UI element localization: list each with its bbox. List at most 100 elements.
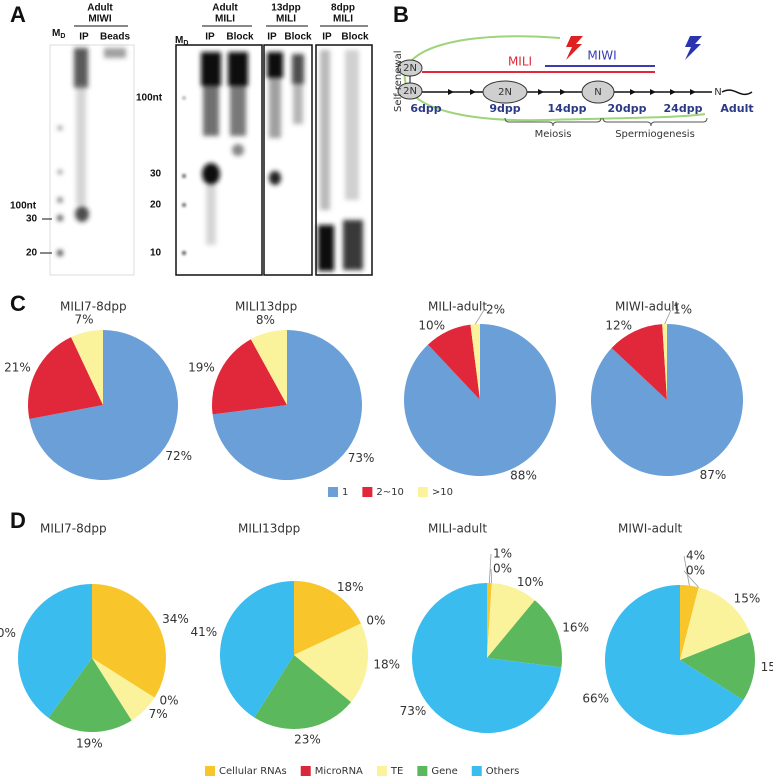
slice-label: 18%: [337, 580, 364, 594]
pie-slice: [294, 581, 361, 655]
slice-label: 10%: [517, 575, 544, 589]
gel-title: Adult: [212, 3, 238, 14]
pie-slice: [18, 584, 92, 718]
leader-line: [490, 568, 493, 584]
pie-slice: [250, 330, 287, 405]
cell-label: 2N: [403, 86, 417, 97]
self-renewal-label: Self-renewal: [393, 51, 404, 112]
pie-slice: [487, 600, 563, 668]
slice-label: 1%: [673, 303, 692, 317]
gel-title: 8dpp: [331, 3, 355, 14]
stage-label: 9dpp: [489, 102, 520, 115]
lane-label: IP: [205, 32, 215, 43]
slice-label: 88%: [510, 469, 537, 483]
pie-slice: [680, 587, 750, 660]
protein-label: MIWI: [587, 49, 616, 63]
marker-main: M: [52, 28, 60, 39]
panel-label: D: [10, 508, 26, 533]
leader-line: [474, 309, 485, 325]
panel-label: C: [10, 291, 26, 316]
legend-label: TE: [390, 766, 403, 777]
pie-slice: [212, 339, 287, 415]
chart-title: MILI7-8dpp: [60, 300, 127, 314]
lane-label: IP: [267, 32, 277, 43]
legend-label: Cellular RNAs: [219, 766, 287, 777]
chart-title: MILI7-8dpp: [40, 522, 107, 536]
legend-label: Gene: [431, 766, 457, 777]
slice-label: 73%: [348, 451, 375, 465]
legend-swatch: [300, 766, 311, 776]
pie-slice: [470, 324, 480, 400]
cell-label: N: [594, 87, 601, 98]
pie-slice: [254, 655, 352, 730]
slice-label: 0%: [493, 562, 512, 576]
size-label: 30: [150, 169, 162, 180]
lane-label: IP: [79, 32, 89, 43]
slice-label: 21%: [4, 361, 31, 375]
protein-label: MILI: [508, 55, 532, 69]
stage-label: 6dpp: [410, 102, 441, 115]
legend-swatch: [328, 487, 338, 497]
phase-label: Spermiogenesis: [615, 129, 695, 140]
stage-label: 14dpp: [548, 102, 587, 115]
slice-label: 73%: [400, 704, 427, 718]
legend-label: Others: [486, 766, 520, 777]
gel-title: MIWI: [88, 14, 112, 25]
pie-slice: [92, 584, 167, 698]
pie-slice: [605, 585, 744, 735]
legend-swatch: [417, 766, 428, 776]
pie-slice: [27, 337, 103, 420]
marker-sub: D: [60, 33, 65, 40]
gel-title: MILI: [215, 14, 235, 25]
gel-1: [49, 44, 135, 276]
slice-label: 72%: [165, 449, 192, 463]
slice-label: 0%: [686, 564, 705, 578]
lane-label: Beads: [100, 32, 130, 43]
slice-label: 16%: [562, 621, 589, 635]
gel-2: [175, 44, 373, 276]
pie-slice: [48, 658, 132, 732]
slice-label: 12%: [605, 318, 632, 332]
chart-title: MILI-adult: [428, 522, 487, 536]
stage-label: 20dpp: [608, 102, 647, 115]
size-label: 20: [150, 200, 162, 211]
pie-slice: [427, 324, 480, 400]
legend-swatch: [376, 766, 387, 776]
chart-title: MIWI-adult: [615, 300, 680, 314]
legend-label: >10: [432, 487, 453, 498]
slice-label: 19%: [188, 361, 215, 375]
pie-slice: [680, 632, 755, 701]
legend-swatch: [205, 766, 215, 776]
slice-label: 18%: [373, 658, 400, 672]
slice-label: 7%: [74, 313, 93, 327]
legend-swatch: [362, 487, 373, 497]
slice-label: 15%: [734, 592, 761, 606]
chart-title: MILI13dpp: [238, 522, 300, 536]
slice-label: 15%: [761, 660, 773, 674]
phase-label: Meiosis: [535, 129, 572, 140]
cell-label: N: [714, 87, 721, 98]
marker-label: MD: [52, 28, 65, 40]
marker-main: M: [175, 35, 183, 46]
slice-label: 40%: [0, 626, 16, 640]
size-label: 100nt: [136, 93, 163, 104]
slice-label: 7%: [149, 707, 168, 721]
gel-title: MILI: [276, 14, 296, 25]
pie-slice: [212, 330, 362, 480]
leader-line: [683, 555, 690, 586]
pie-slice: [71, 330, 103, 405]
legend-swatch: [471, 766, 482, 776]
stage-label: Adult: [720, 102, 753, 115]
cell-label: 2N: [403, 63, 417, 74]
pie-slice: [662, 324, 667, 400]
slice-label: 87%: [700, 468, 727, 482]
cell-label: 2N: [498, 87, 512, 98]
legend-label: 2~10: [376, 487, 403, 498]
pie-slice: [92, 658, 155, 721]
size-label: 20: [26, 248, 38, 259]
marker-sub: D: [183, 40, 188, 47]
chart-title: MILI13dpp: [235, 300, 297, 314]
legend-label: 1: [342, 487, 348, 498]
lane-label: Block: [226, 32, 254, 43]
slice-label: 1%: [493, 547, 512, 561]
